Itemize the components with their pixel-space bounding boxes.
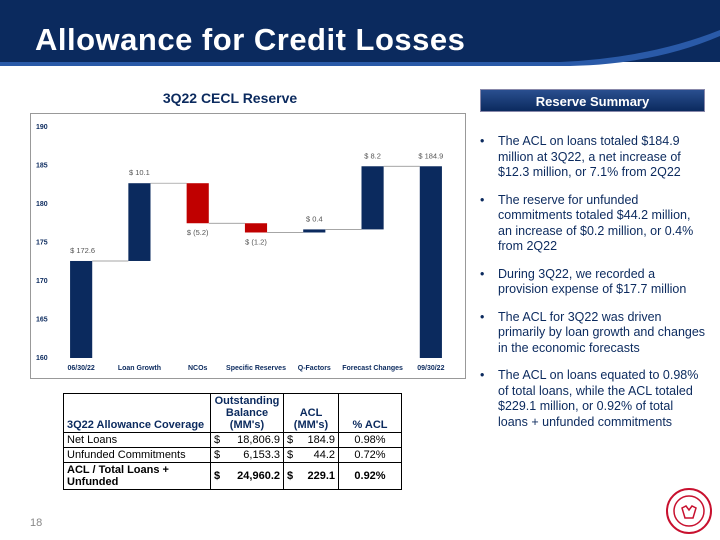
table-row: Net Loans $18,806.9 $184.9 0.98% bbox=[63, 432, 402, 448]
y-tick-label: 170 bbox=[36, 278, 48, 285]
table-cell: 44.2 bbox=[298, 447, 340, 463]
table-cell: Unfunded Commitments bbox=[63, 447, 211, 463]
bullet: The ACL on loans equated to 0.98% of tot… bbox=[476, 368, 706, 430]
table-cell: $ bbox=[210, 432, 226, 448]
value-label: $ 184.9 bbox=[418, 151, 443, 160]
table-cell: $ bbox=[283, 432, 299, 448]
x-tick-label: 09/30/22 bbox=[417, 365, 444, 372]
y-tick-label: 180 bbox=[36, 201, 48, 208]
bar bbox=[419, 166, 442, 358]
bar bbox=[186, 183, 209, 224]
bullet-list: The ACL on loans totaled $184.9 million … bbox=[476, 134, 706, 442]
x-tick-label: Loan Growth bbox=[118, 365, 161, 372]
bullet: The ACL for 3Q22 was driven primarily by… bbox=[476, 310, 706, 357]
y-tick-label: 165 bbox=[36, 316, 48, 323]
header-cell: ACL (MM's) bbox=[283, 393, 339, 433]
y-tick-label: 160 bbox=[36, 355, 48, 362]
header-cell: Outstanding Balance (MM's) bbox=[210, 393, 284, 433]
logo bbox=[666, 488, 712, 534]
chart: 160 165 170 175 180 185 190 $ 172.6 06/30/22 $ 10… bbox=[30, 113, 466, 379]
bar bbox=[303, 229, 326, 233]
bullet: During 3Q22, we recorded a provision exp… bbox=[476, 267, 706, 298]
table-cell: $ bbox=[283, 462, 299, 490]
bar bbox=[361, 166, 384, 230]
value-label: $ 0.4 bbox=[306, 214, 323, 223]
bar bbox=[244, 223, 268, 233]
table-cell: 18,806.9 bbox=[225, 432, 285, 448]
x-tick-label: Specific Reserves bbox=[226, 365, 286, 372]
table-cell: 0.92% bbox=[338, 462, 402, 490]
table-cell: 229.1 bbox=[298, 462, 340, 490]
table-cell: $ bbox=[283, 447, 299, 463]
x-tick-label: Forecast Changes bbox=[342, 365, 403, 372]
table-cell: 184.9 bbox=[298, 432, 340, 448]
table-row: Unfunded Commitments $6,153.3 $44.2 0.72% bbox=[63, 447, 402, 463]
table-cell: 0.98% bbox=[338, 432, 402, 448]
bar bbox=[128, 183, 151, 261]
bar bbox=[70, 260, 93, 358]
table-cell: 0.72% bbox=[338, 447, 402, 463]
header-row: 3Q22 Allowance Coverage Outstanding Balan… bbox=[63, 393, 402, 433]
bullet: The reserve for unfunded commitments tot… bbox=[476, 193, 706, 255]
x-tick-label: NCOs bbox=[188, 365, 208, 372]
value-label: $ 8.2 bbox=[364, 151, 381, 160]
value-label: $ 172.6 bbox=[70, 246, 95, 255]
value-label: $ (5.2) bbox=[187, 228, 209, 237]
x-tick-label: Q-Factors bbox=[298, 365, 331, 372]
chart-frame bbox=[30, 113, 466, 379]
title-banner bbox=[0, 0, 720, 66]
section-heading: Reserve Summary bbox=[480, 89, 705, 112]
header-cell: % ACL bbox=[338, 393, 402, 433]
y-tick-label: 185 bbox=[36, 162, 48, 169]
slide-title: Allowance for Credit Losses bbox=[35, 22, 466, 57]
page-number: 18 bbox=[30, 517, 43, 529]
chart-title: 3Q22 CECL Reserve bbox=[162, 90, 298, 106]
table-cell: $ bbox=[210, 447, 226, 463]
x-tick-label: 06/30/22 bbox=[68, 365, 95, 372]
y-tick-label: 175 bbox=[36, 239, 48, 246]
table-cell: 6,153.3 bbox=[225, 447, 285, 463]
table-cell: 24,960.2 bbox=[225, 462, 285, 490]
header-cell: 3Q22 Allowance Coverage bbox=[63, 393, 211, 433]
table-cell: Net Loans bbox=[63, 432, 211, 448]
table-row: ACL / Total Loans + Unfunded $24,960.2 $22… bbox=[63, 462, 402, 490]
table-cell: $ bbox=[210, 462, 226, 490]
coverage-table: 3Q22 Allowance Coverage Outstanding Balan… bbox=[63, 393, 402, 490]
y-tick-label: 190 bbox=[36, 124, 48, 131]
value-label: $ (1.2) bbox=[245, 237, 267, 246]
table-cell: ACL / Total Loans + Unfunded bbox=[63, 462, 211, 490]
value-label: $ 10.1 bbox=[129, 168, 150, 177]
bullet: The ACL on loans totaled $184.9 million … bbox=[476, 134, 706, 181]
